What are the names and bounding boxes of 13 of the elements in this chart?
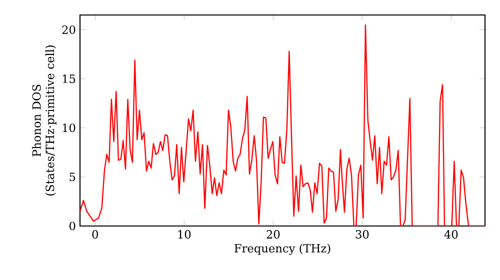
- x-tick-label: 40: [444, 230, 458, 239]
- y-axis-title: Phonon DOS (States/THz·primitive cell): [32, 45, 56, 196]
- x-tick-label: 0: [92, 230, 98, 239]
- y-tick-label: 15: [62, 74, 76, 84]
- x-axis-title: Frequency (THz): [234, 244, 330, 255]
- y-tick-label: 0: [70, 222, 76, 230]
- y-tick-label: 20: [62, 25, 76, 34]
- y-tick-label: 5: [70, 172, 76, 182]
- x-tick-label: 10: [178, 230, 191, 239]
- x-tick-label: 30: [356, 230, 369, 239]
- line-series: [80, 24, 486, 226]
- y-tick-label: 10: [62, 124, 76, 132]
- x-tick-label: 20: [266, 230, 280, 239]
